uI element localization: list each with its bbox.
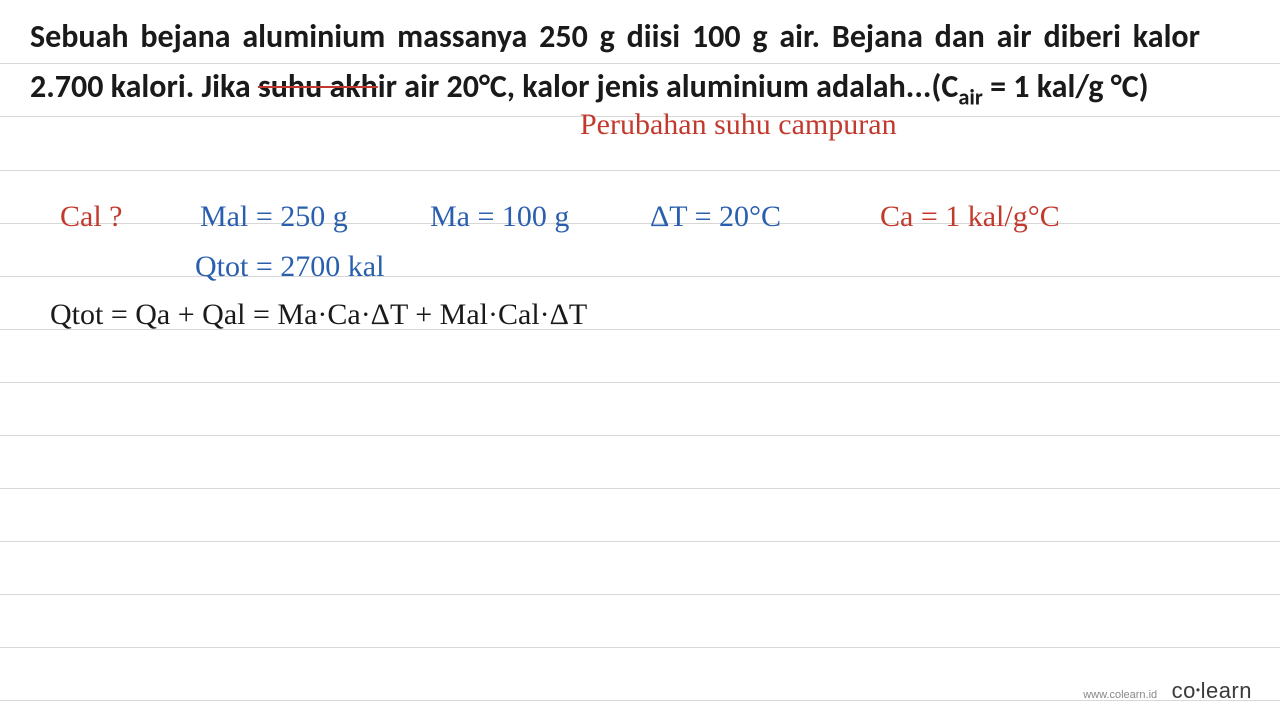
annotation-perubahan: Perubahan suhu campuran bbox=[580, 108, 897, 142]
watermark-url: www.colearn.id bbox=[1083, 689, 1157, 701]
given-delta-t: ΔT = 20°C bbox=[650, 200, 781, 234]
given-qtot: Qtot = 2700 kal bbox=[195, 250, 384, 284]
watermark-brand-post: learn bbox=[1201, 678, 1252, 703]
given-question-cal: Cal ? bbox=[60, 200, 122, 234]
given-ma: Ma = 100 g bbox=[430, 200, 569, 234]
problem-statement: Sebuah bejana aluminium massanya 250 g d… bbox=[30, 12, 1200, 116]
given-mal: Mal = 250 g bbox=[200, 200, 348, 234]
watermark-brand-pre: co bbox=[1172, 678, 1196, 703]
given-ca: Ca = 1 kal/g°C bbox=[880, 200, 1060, 234]
watermark-brand: co•learn bbox=[1172, 678, 1252, 703]
equation-qtot: Qtot = Qa + Qal = Ma·Ca·ΔT + Mal·Cal·ΔT bbox=[50, 298, 587, 332]
watermark: www.colearn.id co•learn bbox=[1083, 678, 1252, 704]
watermark-dot-icon: • bbox=[1196, 683, 1201, 697]
